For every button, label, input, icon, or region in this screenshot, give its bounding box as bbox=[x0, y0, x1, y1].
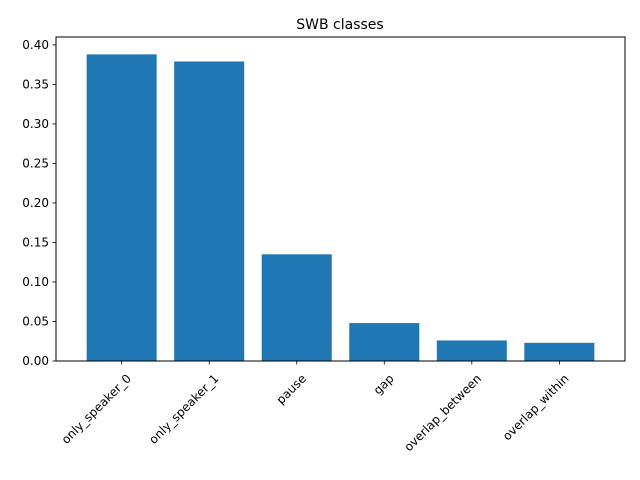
bar-overlap_within bbox=[524, 342, 595, 361]
bar-group bbox=[86, 54, 595, 362]
y-tick-label: 0.40 bbox=[22, 38, 49, 52]
y-tick-label: 0.10 bbox=[22, 275, 49, 289]
y-tick-label: 0.05 bbox=[22, 314, 49, 328]
y-tick-label: 0.25 bbox=[22, 156, 49, 170]
y-tick-label: 0.15 bbox=[22, 235, 49, 249]
y-tick-label: 0.35 bbox=[22, 77, 49, 91]
y-tick-label: 0.00 bbox=[22, 354, 49, 368]
plot-frame bbox=[55, 36, 626, 362]
y-tick-label: 0.30 bbox=[22, 117, 49, 131]
y-axis: 0.00 0.05 0.10 0.15 0.20 0.25 0.30 0.35 0.40 bbox=[22, 38, 56, 368]
bar-pause bbox=[261, 254, 332, 361]
bar-gap bbox=[349, 323, 420, 361]
y-tick-label: 0.20 bbox=[22, 196, 49, 210]
bar-overlap_between bbox=[436, 340, 507, 361]
bar-only_speaker_0 bbox=[86, 54, 157, 361]
chart-title: SWB classes bbox=[296, 17, 383, 33]
bar-only_speaker_1 bbox=[174, 61, 245, 362]
